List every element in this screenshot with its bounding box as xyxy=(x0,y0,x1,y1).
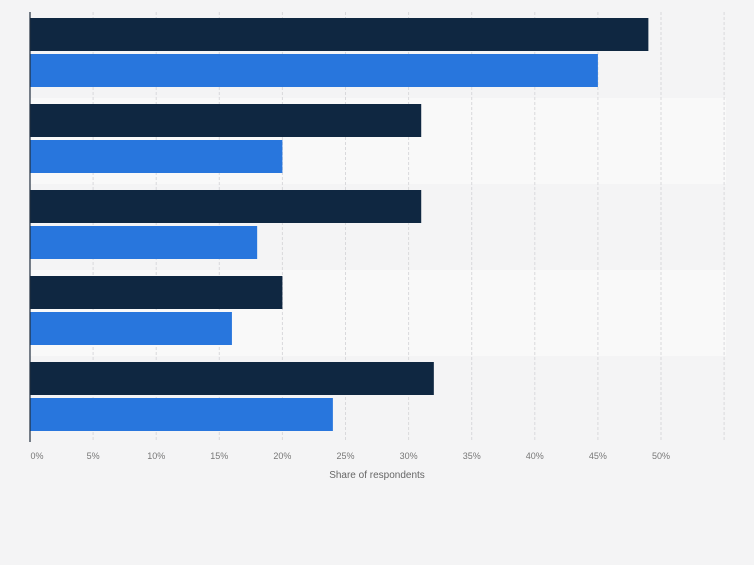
x-tick-label: 50% xyxy=(652,451,670,461)
bar xyxy=(30,226,258,259)
bar xyxy=(30,54,598,87)
bar xyxy=(30,276,283,309)
x-tick-label: 20% xyxy=(273,451,291,461)
x-tick-label: 10% xyxy=(147,451,165,461)
x-tick-label: 35% xyxy=(463,451,481,461)
bar xyxy=(30,190,422,223)
x-tick-label: 15% xyxy=(210,451,228,461)
x-tick-label: 0% xyxy=(30,451,43,461)
x-tick-label: 25% xyxy=(336,451,354,461)
x-tick-label: 30% xyxy=(400,451,418,461)
x-tick-label: 5% xyxy=(87,451,100,461)
bar xyxy=(30,140,283,173)
x-axis-ticks: 0% 5% 10% 15% 20% 25% 30% 35% 40% 45% 50% xyxy=(30,451,670,461)
bars xyxy=(30,18,649,431)
bar xyxy=(30,18,649,51)
bar xyxy=(30,362,434,395)
bar xyxy=(30,398,333,431)
x-axis-label: Share of respondents xyxy=(329,470,425,481)
bar xyxy=(30,104,422,137)
x-tick-label: 45% xyxy=(589,451,607,461)
x-tick-label: 40% xyxy=(526,451,544,461)
bar xyxy=(30,312,232,345)
